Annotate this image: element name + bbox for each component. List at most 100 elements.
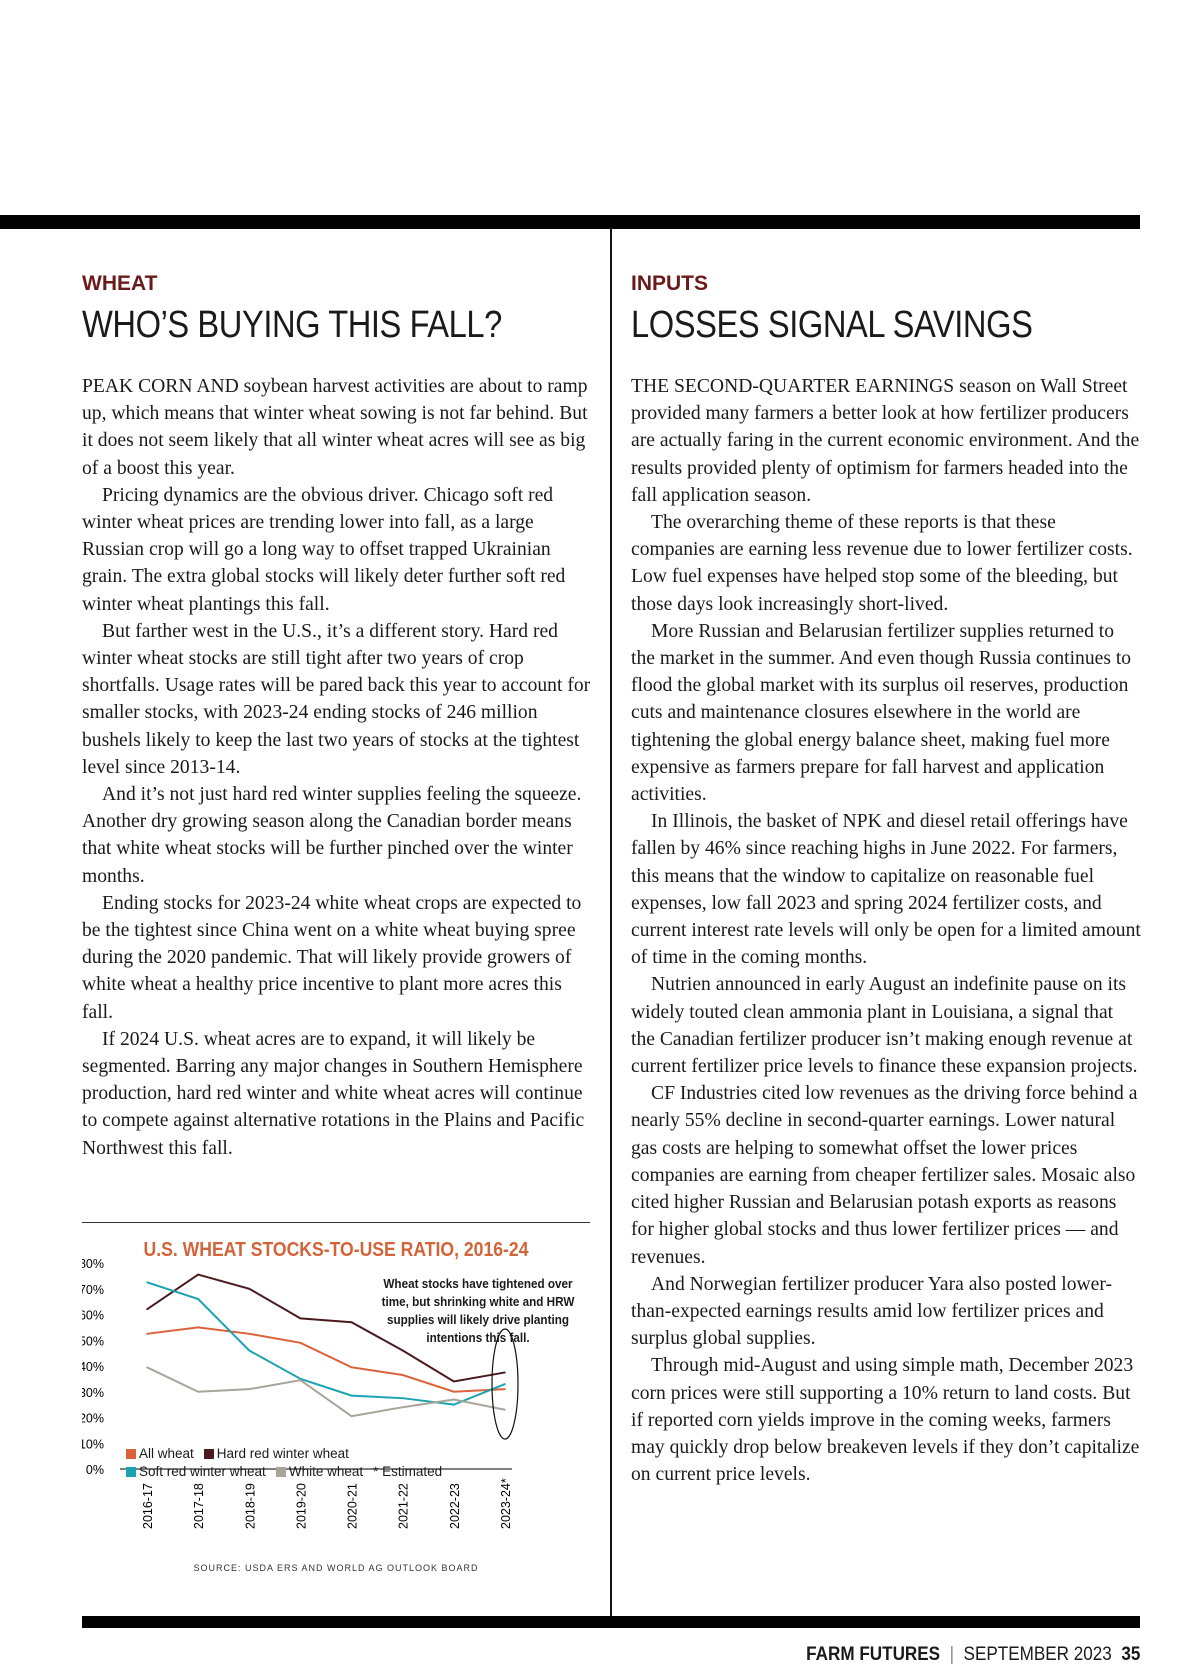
article-body: PEAK CORN AND soybean harvest activities… bbox=[82, 373, 592, 1162]
y-tick-label: 80% bbox=[82, 1257, 104, 1271]
data-point bbox=[197, 1298, 199, 1300]
chart-source: SOURCE: USDA ERS AND WORLD AG OUTLOOK BO… bbox=[193, 1563, 479, 1573]
data-point bbox=[504, 1371, 506, 1374]
x-tick-label: 2022-23 bbox=[448, 1483, 462, 1529]
y-tick-label: 0% bbox=[86, 1463, 104, 1477]
legend-item: Hard red winter wheat bbox=[203, 1446, 349, 1461]
inputs-article: INPUTS LOSSES SIGNAL SAVINGS THE SECOND-… bbox=[631, 272, 1141, 1488]
data-point bbox=[197, 1273, 199, 1276]
legend-swatch bbox=[275, 1467, 286, 1477]
paragraph: And Norwegian fertilizer producer Yara a… bbox=[631, 1273, 1112, 1350]
x-tick-label: 2018-19 bbox=[243, 1483, 257, 1529]
section-kicker: WHEAT bbox=[82, 272, 158, 295]
x-tick-label: 2019-20 bbox=[294, 1483, 308, 1529]
issue-date: SEPTEMBER 2023 bbox=[963, 1644, 1112, 1665]
data-point bbox=[350, 1321, 353, 1324]
article-title: WHO’S BUYING THIS FALL? bbox=[82, 304, 502, 346]
chart-title: U.S. WHEAT STOCKS-TO-USE RATIO, 2016-24 bbox=[143, 1239, 529, 1261]
legend-item: Soft red winter wheat bbox=[126, 1464, 266, 1479]
series-line-3 bbox=[146, 1366, 506, 1418]
legend-swatch bbox=[126, 1449, 136, 1459]
chart-plot: 0% 10% 20% 30% 40% 50% 60% 70% 80% 2016-17 2017-18… bbox=[82, 1257, 519, 1529]
legend-swatch bbox=[203, 1449, 214, 1459]
y-tick-label: 10% bbox=[82, 1437, 104, 1451]
column-divider bbox=[610, 229, 612, 1616]
data-point bbox=[197, 1326, 199, 1329]
wheat-chart: U.S. WHEAT STOCKS-TO-USE RATIO, 2016-24 … bbox=[82, 1222, 590, 1583]
paragraph: CF Industries cited low revenues as the … bbox=[631, 1083, 1138, 1268]
chart-annotation: Wheat stocks have tightened over time, b… bbox=[381, 1276, 575, 1345]
y-tick-label: 60% bbox=[82, 1309, 104, 1323]
paragraph: Nutrien announced in early August an ind… bbox=[631, 974, 1138, 1078]
data-point bbox=[504, 1408, 506, 1411]
page-number: 35 bbox=[1120, 1644, 1140, 1665]
data-point bbox=[146, 1281, 148, 1284]
legend-swatch bbox=[126, 1467, 136, 1477]
paragraph: In Illinois, the basket of NPK and diese… bbox=[631, 811, 1141, 969]
data-point bbox=[350, 1394, 353, 1397]
data-point bbox=[350, 1366, 353, 1369]
legend-label: Soft red winter wheat bbox=[139, 1464, 266, 1479]
data-point bbox=[350, 1415, 353, 1418]
data-point bbox=[146, 1333, 148, 1335]
article-body: THE SECOND-QUARTER EARNINGS season on Wa… bbox=[631, 373, 1141, 1488]
page-footer: FARM FUTURES | SEPTEMBER 2023 35 bbox=[805, 1644, 1140, 1665]
y-tick-label: 40% bbox=[82, 1360, 104, 1374]
data-point bbox=[453, 1398, 455, 1401]
article-title: LOSSES SIGNAL SAVINGS bbox=[631, 304, 1033, 346]
x-tick-label: 2023-24* bbox=[499, 1478, 513, 1529]
series-line-1 bbox=[146, 1273, 506, 1383]
data-point bbox=[401, 1349, 404, 1352]
data-point bbox=[248, 1388, 251, 1390]
legend-label: Hard red winter wheat bbox=[216, 1446, 349, 1461]
chart-legend: All wheat Hard red winter wheat Soft red … bbox=[126, 1445, 442, 1481]
data-point bbox=[146, 1366, 148, 1369]
paragraph: Pricing dynamics are the obvious driver.… bbox=[82, 484, 566, 615]
data-point bbox=[197, 1390, 199, 1393]
y-tick-label: 30% bbox=[82, 1386, 104, 1400]
data-point bbox=[299, 1317, 302, 1320]
data-point bbox=[453, 1380, 455, 1383]
data-point bbox=[453, 1403, 455, 1406]
data-point bbox=[299, 1342, 302, 1344]
highlight-ellipse bbox=[491, 1328, 519, 1440]
legend-item: White wheat bbox=[275, 1464, 364, 1479]
data-point bbox=[401, 1406, 404, 1408]
brand: FARM FUTURES bbox=[805, 1644, 940, 1665]
y-tick-label: 70% bbox=[82, 1283, 104, 1297]
top-rule bbox=[0, 215, 1140, 229]
paragraph: THE SECOND-QUARTER EARNINGS season on Wa… bbox=[631, 376, 1140, 506]
x-tick-label: 2017-18 bbox=[192, 1483, 206, 1529]
series-line-2 bbox=[146, 1281, 506, 1406]
paragraph: If 2024 U.S. wheat acres are to expand, … bbox=[82, 1028, 585, 1159]
x-tick-label: 2021-22 bbox=[397, 1483, 411, 1529]
paragraph: Ending stocks for 2023-24 white wheat cr… bbox=[82, 892, 582, 1023]
y-tick-label: 20% bbox=[82, 1412, 104, 1426]
legend-item: All wheat bbox=[126, 1446, 194, 1461]
data-point bbox=[401, 1397, 404, 1399]
paragraph: Through mid-August and using simple math… bbox=[631, 1355, 1140, 1486]
wheat-article: WHEAT WHO’S BUYING THIS FALL? PEAK CORN … bbox=[82, 272, 592, 1162]
paragraph: And it’s not just hard red winter suppli… bbox=[82, 784, 582, 887]
x-tick-label: 2016-17 bbox=[141, 1483, 155, 1529]
paragraph: PEAK CORN AND soybean harvest activities… bbox=[82, 376, 588, 479]
y-tick-label: 50% bbox=[82, 1334, 104, 1348]
paragraph: The overarching theme of these reports i… bbox=[631, 512, 1133, 615]
paragraph: More Russian and Belarusian fertilizer s… bbox=[631, 620, 1132, 806]
data-point bbox=[248, 1349, 251, 1352]
data-point bbox=[146, 1308, 148, 1311]
legend-label: White wheat bbox=[288, 1464, 364, 1479]
data-point bbox=[299, 1379, 302, 1381]
data-point bbox=[504, 1388, 506, 1390]
bottom-rule bbox=[82, 1616, 1140, 1628]
paragraph: But farther west in the U.S., it’s a dif… bbox=[82, 620, 591, 778]
data-point bbox=[248, 1287, 251, 1290]
legend-label: All wheat bbox=[139, 1446, 194, 1461]
x-tick-label: 2020-21 bbox=[346, 1483, 360, 1529]
data-point bbox=[504, 1383, 506, 1385]
data-point bbox=[453, 1390, 455, 1393]
data-point bbox=[401, 1374, 404, 1376]
estimated-note: * Estimated bbox=[373, 1464, 443, 1479]
series-line-0 bbox=[146, 1326, 506, 1393]
data-point bbox=[248, 1333, 251, 1335]
